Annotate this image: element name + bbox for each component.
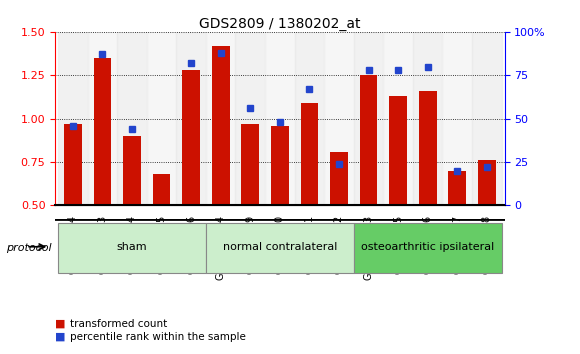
- Bar: [212, 46, 230, 205]
- Bar: [295, 32, 324, 205]
- Bar: [324, 32, 354, 205]
- Bar: [413, 32, 443, 205]
- Bar: [478, 160, 496, 205]
- Bar: [123, 136, 141, 205]
- Bar: [472, 32, 502, 205]
- Bar: [448, 171, 466, 205]
- Bar: [443, 32, 472, 205]
- Text: osteoarthritic ipsilateral: osteoarthritic ipsilateral: [361, 242, 494, 252]
- Bar: [354, 223, 502, 273]
- Bar: [147, 32, 176, 205]
- Bar: [117, 32, 147, 205]
- Bar: [354, 32, 383, 205]
- Bar: [206, 32, 235, 205]
- Title: GDS2809 / 1380202_at: GDS2809 / 1380202_at: [199, 17, 361, 31]
- Bar: [235, 32, 265, 205]
- Bar: [58, 223, 206, 273]
- Bar: [88, 32, 117, 205]
- Bar: [64, 124, 82, 205]
- Bar: [58, 32, 88, 205]
- Bar: [271, 126, 289, 205]
- Bar: [360, 75, 378, 205]
- Text: ■: ■: [55, 319, 66, 329]
- Bar: [419, 91, 437, 205]
- Bar: [300, 103, 318, 205]
- Bar: [383, 32, 413, 205]
- Text: protocol: protocol: [6, 243, 52, 253]
- Bar: [241, 124, 259, 205]
- Text: percentile rank within the sample: percentile rank within the sample: [70, 332, 245, 342]
- Text: normal contralateral: normal contralateral: [223, 242, 337, 252]
- Bar: [330, 152, 348, 205]
- Text: transformed count: transformed count: [70, 319, 167, 329]
- Text: ■: ■: [55, 332, 66, 342]
- Bar: [265, 32, 295, 205]
- Bar: [93, 58, 111, 205]
- Bar: [176, 32, 206, 205]
- Bar: [389, 96, 407, 205]
- Bar: [182, 70, 200, 205]
- Bar: [206, 223, 354, 273]
- Text: sham: sham: [117, 242, 147, 252]
- Bar: [153, 174, 171, 205]
